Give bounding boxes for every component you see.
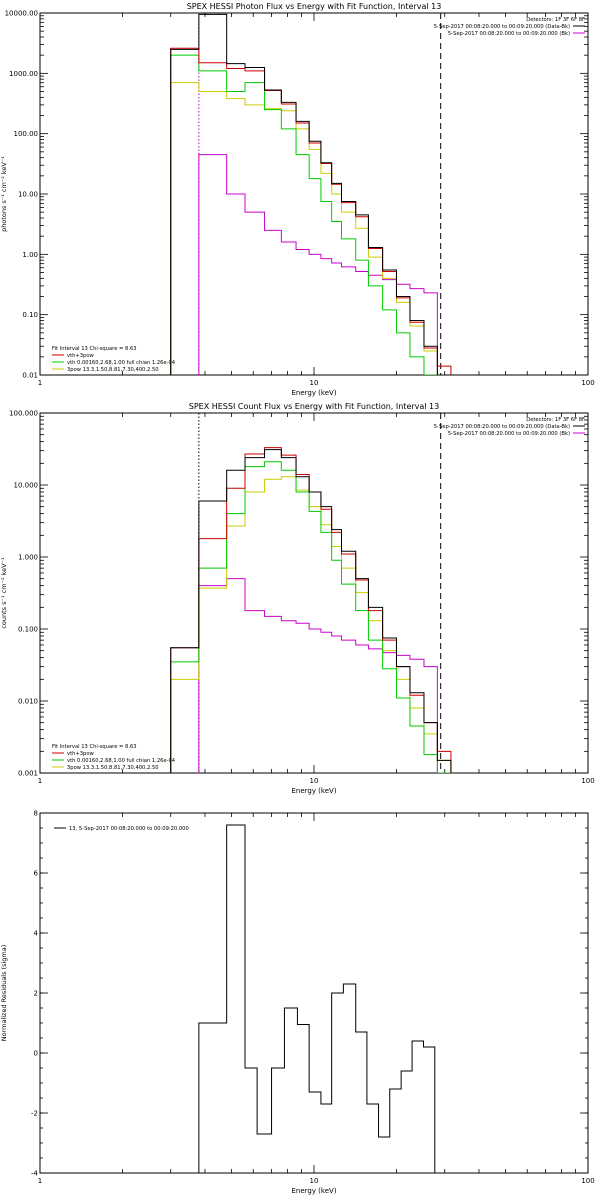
legend-top-right-entry: 5-Sep-2017 00:08:20.000 to 00:09:20.000 … (434, 24, 570, 30)
series-line-3pow (170, 82, 465, 375)
series-line-residuals (198, 824, 436, 1173)
chart-title: SPEX HESSI Count Flux vs Energy with Fit… (189, 402, 440, 411)
y-tick-label: 8 (34, 810, 38, 818)
y-axis-label: Normalized Residuals (sigma) (0, 945, 8, 1042)
y-tick-label: -4 (31, 1170, 39, 1178)
y-tick-label: -2 (31, 1110, 38, 1118)
y-tick-label: 100.00 (14, 130, 39, 138)
y-axis-label: counts s⁻¹ cm⁻² keV⁻¹ (0, 557, 8, 629)
y-tick-label: 1.000 (18, 554, 38, 562)
y-tick-label: 10.000 (14, 482, 39, 490)
legend-bottom-left-entry: vth+3pow (67, 751, 95, 757)
y-tick-label: 0.01 (22, 372, 38, 380)
y-tick-label: 10000.00 (5, 10, 38, 18)
y-tick-label: 6 (34, 870, 39, 878)
legend-top-right-entry: 5-Sep-2017 00:08:20.000 to 00:09:20.000 … (434, 424, 570, 430)
chart-panel-3: 1 10 100 Energy (keV) -4 -2 0 2 4 6 8 Normalized Re… (0, 810, 595, 1196)
legend-top-right-entry: 5-Sep-2017 00:08:20.000 to 00:09:20.000 … (448, 431, 570, 437)
legend-top-right-entry: Detectors: 1F 3F 6F 8F (526, 17, 585, 23)
series-line-data-bk (170, 449, 465, 773)
x-tick-label: 10 (310, 379, 319, 387)
chart-panel-1: SPEX HESSI Photon Flux vs Energy with Fi… (0, 2, 595, 397)
x-tick-label: 100 (581, 379, 594, 387)
x-axis-label: Energy (keV) (291, 787, 336, 795)
series-line-vth-3pow (170, 47, 465, 375)
x-tick-label: 100 (581, 1177, 594, 1185)
series-line-vth (170, 461, 465, 773)
y-tick-label: 0.010 (18, 698, 38, 706)
y-axis-label: photons s⁻¹ cm⁻² keV⁻¹ (0, 156, 8, 232)
x-tick-label: 10 (310, 1177, 319, 1185)
series-line-3pow (170, 476, 465, 773)
y-tick-label: 4 (34, 930, 39, 938)
plot-frame (39, 412, 589, 774)
series-line-bk (198, 154, 451, 375)
legend-bottom-left-entry: vth+3pow (67, 353, 95, 359)
x-tick-label: 10 (310, 777, 319, 785)
y-tick-label: 0.10 (22, 311, 38, 319)
y-tick-label: 0.001 (18, 770, 38, 778)
series-line-vth (170, 54, 465, 375)
series-line-data-bk (170, 13, 465, 375)
y-tick-label: 1000.00 (9, 70, 38, 78)
chart-title: SPEX HESSI Photon Flux vs Energy with Fi… (187, 2, 442, 11)
x-tick-label: 100 (581, 777, 594, 785)
legend-bottom-left-entry: vth 0.00160,2.68,1.00 full chian 1.26e-0… (67, 758, 176, 764)
legend-top-right-entry: 5-Sep-2017 00:08:20.000 to 00:09:20.000 … (448, 31, 570, 37)
series-group (170, 447, 465, 773)
plot-frame (39, 12, 589, 376)
series-group (198, 824, 436, 1173)
x-tick-label: 1 (38, 1177, 42, 1185)
y-tick-label: 0.100 (18, 626, 38, 634)
chart-panel-2: SPEX HESSI Count Flux vs Energy with Fit… (0, 402, 595, 795)
legend-bottom-left-entry: 3pow 13.3,1.50,8.81,7.30,400,2.50 (67, 765, 159, 771)
legend-bottom-left-entry: vth 0.00160,2.68,1.00 full chian 1.26e-0… (67, 360, 176, 366)
x-tick-label: 1 (38, 777, 42, 785)
legend-bottom-left-entry: 3pow 13.3,1.50,8.81,7.30,400,2.50 (67, 367, 159, 373)
series-group (170, 13, 465, 375)
x-axis-label: Energy (keV) (291, 389, 336, 397)
y-tick-label: 10.00 (18, 191, 38, 199)
y-tick-label: 0 (34, 1050, 38, 1058)
series-line-vth-3pow (170, 447, 465, 773)
legend-top-left-entry: 13, 5-Sep-2017 00:08:20.000 to 00:09:20.… (69, 826, 189, 832)
x-tick-label: 1 (38, 379, 42, 387)
legend-bottom-left-entry: Fit Interval 13 Chi-square = 8.63 (52, 346, 137, 352)
series-line-bk (198, 578, 451, 773)
legend-bottom-left-entry: Fit Interval 13 Chi-square = 8.63 (52, 744, 137, 750)
y-tick-label: 100.000 (9, 410, 38, 418)
plot-frame (39, 812, 589, 1174)
legend-top-right-entry: Detectors: 1F 3F 6F 8F (526, 417, 585, 423)
y-tick-label: 2 (34, 990, 38, 998)
x-axis-label: Energy (keV) (291, 1187, 336, 1195)
y-tick-label: 1.00 (22, 251, 38, 259)
